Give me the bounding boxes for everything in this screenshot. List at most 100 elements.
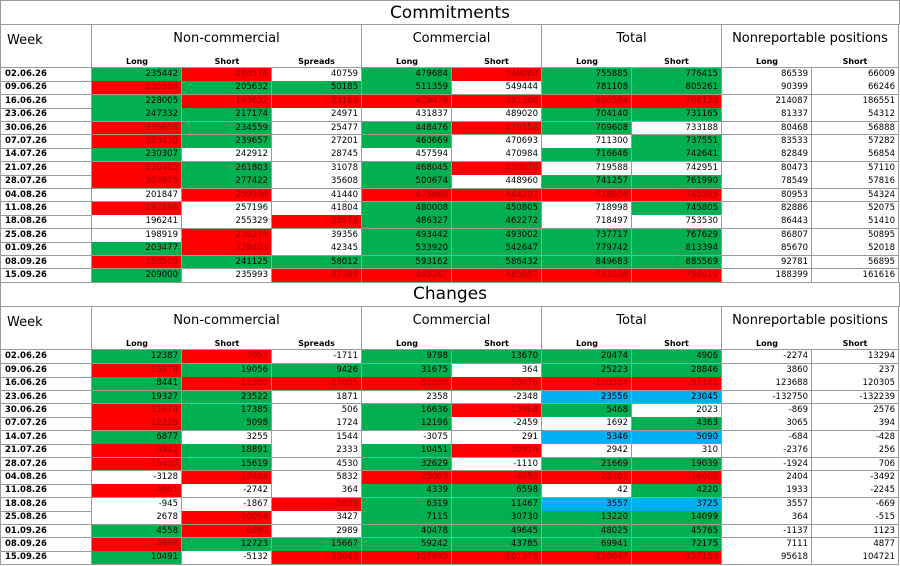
value-cell: 161616 bbox=[812, 269, 899, 283]
value-cell: -5132 bbox=[182, 551, 272, 566]
value-cell: 52018 bbox=[812, 242, 899, 257]
value-cell: -11674 bbox=[92, 404, 182, 418]
column-header: Short bbox=[632, 338, 722, 351]
value-cell: 92781 bbox=[722, 255, 812, 270]
value-cell: 506 bbox=[272, 404, 362, 418]
value-cell: 11467 bbox=[452, 497, 542, 512]
week-cell: 23.06.26 bbox=[0, 390, 92, 405]
value-cell: 39356 bbox=[272, 228, 362, 243]
value-cell: 468045 bbox=[362, 161, 452, 176]
value-cell: 475669 bbox=[362, 188, 452, 203]
column-header: Long bbox=[92, 56, 182, 68]
value-cell: 10451 bbox=[362, 444, 452, 459]
week-cell: 07.07.26 bbox=[0, 417, 92, 432]
value-cell: 86539 bbox=[722, 68, 812, 82]
value-cell: 228005 bbox=[92, 94, 182, 109]
group-header: Commercial bbox=[362, 25, 542, 56]
value-cell: -669 bbox=[812, 497, 899, 512]
value-cell: 708120 bbox=[632, 94, 722, 109]
value-cell: -20054 bbox=[182, 511, 272, 526]
section-title: Changes bbox=[0, 282, 900, 308]
value-cell: 72175 bbox=[632, 538, 722, 552]
value-cell: 50185 bbox=[272, 81, 362, 96]
value-cell: 85670 bbox=[722, 242, 812, 257]
value-cell: 28846 bbox=[632, 363, 722, 378]
value-cell: 493002 bbox=[452, 228, 542, 243]
value-cell: 196241 bbox=[92, 215, 182, 230]
value-cell: -4661 bbox=[92, 484, 182, 499]
value-cell: 86807 bbox=[722, 228, 812, 243]
value-cell: 43785 bbox=[452, 538, 542, 552]
value-cell: 1544 bbox=[272, 430, 362, 445]
value-cell: 17385 bbox=[182, 404, 272, 418]
value-cell: 57282 bbox=[812, 135, 899, 149]
week-cell: 07.07.26 bbox=[0, 135, 92, 149]
column-header: Long bbox=[542, 338, 632, 351]
column-header: Short bbox=[182, 56, 272, 68]
value-cell: 4906 bbox=[632, 350, 722, 365]
week-cell: 21.07.26 bbox=[0, 161, 92, 176]
value-cell: -107895 bbox=[362, 551, 452, 566]
value-cell: 197186 bbox=[92, 202, 182, 216]
value-cell: 1123 bbox=[812, 524, 899, 539]
value-cell: 56895 bbox=[812, 255, 899, 270]
value-cell: 204975 bbox=[92, 175, 182, 190]
value-cell: 6877 bbox=[92, 430, 182, 445]
value-cell: 5346 bbox=[542, 430, 632, 445]
value-cell: 2358 bbox=[362, 390, 452, 405]
value-cell: 23045 bbox=[632, 390, 722, 405]
value-cell: 54312 bbox=[812, 108, 899, 123]
value-cell: 394 bbox=[812, 417, 899, 432]
value-cell: 235275 bbox=[182, 228, 272, 243]
value-cell: 731165 bbox=[632, 108, 722, 123]
week-cell: 23.06.26 bbox=[0, 108, 92, 123]
value-cell: 706 bbox=[812, 457, 899, 472]
value-cell: 364 bbox=[452, 363, 542, 378]
value-cell: 15619 bbox=[182, 457, 272, 472]
value-cell: -97141 bbox=[632, 377, 722, 392]
value-cell: -869 bbox=[722, 404, 812, 418]
value-cell: 849683 bbox=[542, 255, 632, 270]
value-cell: -118047 bbox=[542, 551, 632, 566]
value-cell: 476152 bbox=[452, 121, 542, 136]
value-cell: -1867 bbox=[182, 497, 272, 512]
value-cell: -12228 bbox=[92, 417, 182, 432]
value-cell: -20914 bbox=[452, 444, 542, 459]
value-cell: 41440 bbox=[272, 188, 362, 203]
value-cell: 90399 bbox=[722, 81, 812, 96]
value-cell: 719588 bbox=[542, 161, 632, 176]
value-cell: 2942 bbox=[542, 444, 632, 459]
value-cell: 813394 bbox=[632, 242, 722, 257]
value-cell: 745805 bbox=[632, 202, 722, 216]
value-cell: 731636 bbox=[542, 269, 632, 283]
value-cell: -2459 bbox=[452, 417, 542, 432]
value-cell: -9842 bbox=[92, 444, 182, 459]
value-cell: 4530 bbox=[272, 457, 362, 472]
value-cell: -1137 bbox=[722, 524, 812, 539]
column-header: Short bbox=[812, 56, 899, 68]
value-cell: 81337 bbox=[722, 108, 812, 123]
value-cell: 193652 bbox=[182, 94, 272, 109]
value-cell: -6869 bbox=[182, 524, 272, 539]
value-cell: 533920 bbox=[362, 242, 452, 257]
value-cell: 40759 bbox=[272, 68, 362, 82]
value-cell: 52075 bbox=[812, 202, 899, 216]
value-cell: 30730 bbox=[452, 511, 542, 526]
value-cell: 500674 bbox=[362, 175, 452, 190]
value-cell: 82849 bbox=[722, 148, 812, 163]
value-cell: 58012 bbox=[272, 255, 362, 270]
value-cell: 54324 bbox=[812, 188, 899, 203]
value-cell: 220465 bbox=[92, 161, 182, 176]
value-cell: 198919 bbox=[92, 228, 182, 243]
value-cell: 450805 bbox=[452, 202, 542, 216]
value-cell: 209000 bbox=[92, 269, 182, 283]
value-cell: 450076 bbox=[452, 161, 542, 176]
value-cell: 80473 bbox=[722, 161, 812, 176]
value-cell: 5098 bbox=[182, 417, 272, 432]
value-cell: 35979 bbox=[272, 215, 362, 230]
value-cell: 230307 bbox=[92, 148, 182, 163]
value-cell: 13294 bbox=[812, 350, 899, 365]
value-cell: 20474 bbox=[542, 350, 632, 365]
column-header: Long bbox=[722, 338, 812, 351]
value-cell: 23556 bbox=[542, 390, 632, 405]
